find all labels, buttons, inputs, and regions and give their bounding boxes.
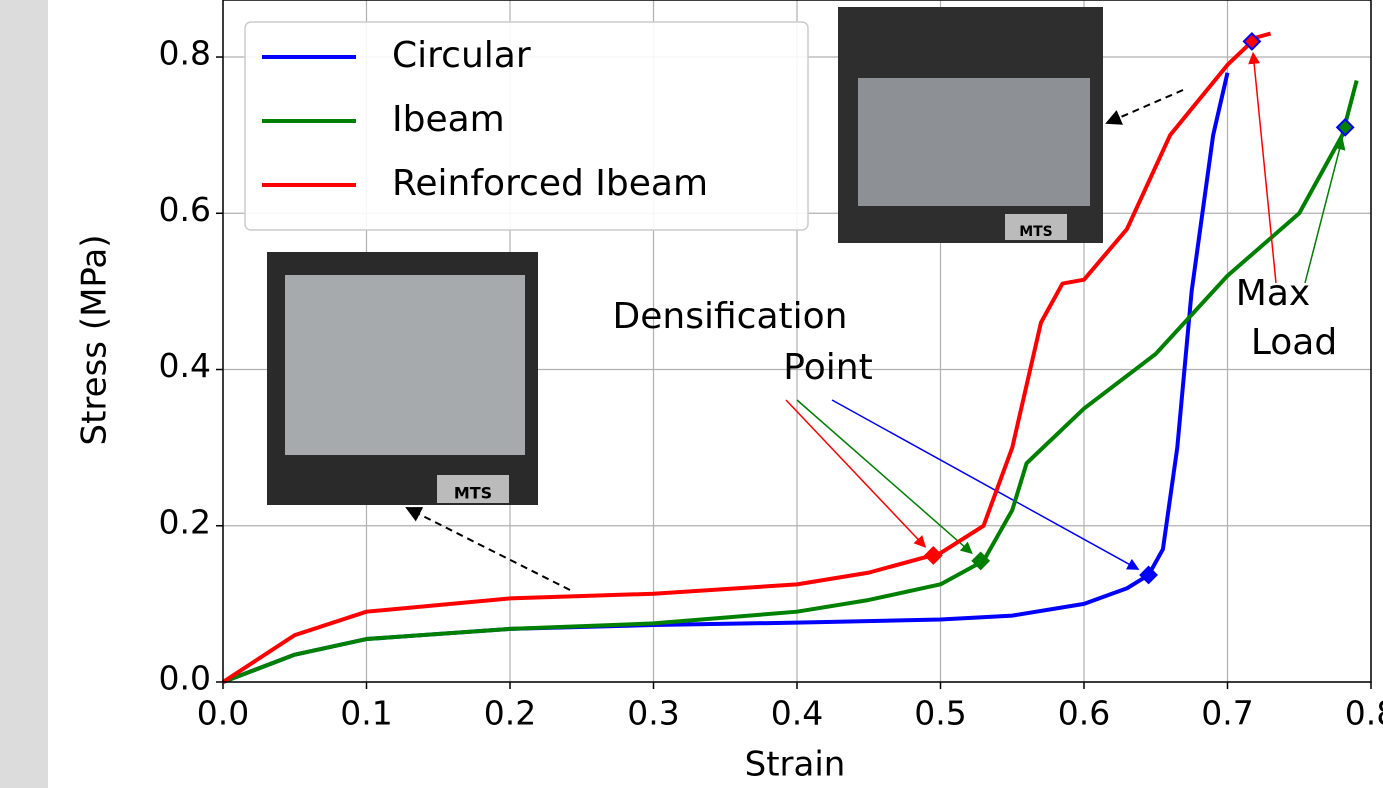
- photo-label: MTS: [454, 484, 492, 503]
- y-tick-label: 0.8: [159, 34, 211, 73]
- axes-frame: [222, 0, 1372, 683]
- y-tick-label: 0.4: [159, 346, 211, 385]
- photo-label: MTS: [1019, 224, 1053, 240]
- x-axis-label: Strain: [745, 745, 846, 785]
- max-load-marker: [1242, 31, 1262, 51]
- specimen: [285, 275, 525, 455]
- annotation: Max: [1236, 273, 1310, 314]
- y-tick-label: 0.6: [159, 190, 211, 229]
- x-tick-label: 0.3: [627, 694, 679, 733]
- densification-marker: [1139, 565, 1158, 585]
- legend: Circular Ibeam Reinforced Ibeam: [244, 21, 809, 231]
- max-load-marker: [1335, 117, 1355, 137]
- y-tick-label: 0.0: [159, 659, 211, 698]
- specimen: [858, 78, 1090, 206]
- photo-top: MTS: [838, 7, 1103, 243]
- x-tick-label: 0.2: [484, 694, 536, 733]
- x-tick-label: 0.5: [914, 694, 966, 733]
- plate: [437, 475, 509, 503]
- x-tick-label: 0.7: [1201, 694, 1253, 733]
- densification-marker: [971, 551, 991, 571]
- legend-label: Circular: [392, 35, 531, 76]
- annotation-arrow: [1304, 137, 1346, 284]
- annotation-arrow: [1248, 51, 1277, 284]
- y-axis-label: Stress (MPa): [75, 235, 115, 446]
- annotation-arrow: [785, 399, 927, 548]
- plate: [1005, 214, 1067, 240]
- photo-left: MTS: [267, 252, 538, 505]
- legend-label: Ibeam: [392, 99, 505, 140]
- annotation-arrow: [831, 399, 1140, 570]
- x-tick-label: 0.8: [1345, 694, 1383, 733]
- annotation-arrow: [796, 399, 973, 554]
- legend-label: Reinforced Ibeam: [392, 163, 708, 204]
- series-line: [221, 31, 1272, 684]
- densification-marker: [923, 546, 943, 565]
- x-tick-label: 0.1: [340, 694, 392, 733]
- y-tick-label: 0.2: [159, 502, 211, 541]
- legend-box: [244, 21, 809, 231]
- photo-pointer: [405, 507, 571, 591]
- x-tick-label: 0.0: [197, 694, 249, 733]
- annotation: Point: [783, 347, 872, 388]
- annotation: Load: [1251, 322, 1337, 363]
- plot: [221, 31, 1359, 684]
- photo-pointer: [1105, 89, 1184, 125]
- x-tick-label: 0.4: [771, 694, 823, 733]
- side-strip: [0, 0, 48, 788]
- x-tick-label: 0.6: [1058, 694, 1110, 733]
- annotation: Densification: [613, 296, 848, 337]
